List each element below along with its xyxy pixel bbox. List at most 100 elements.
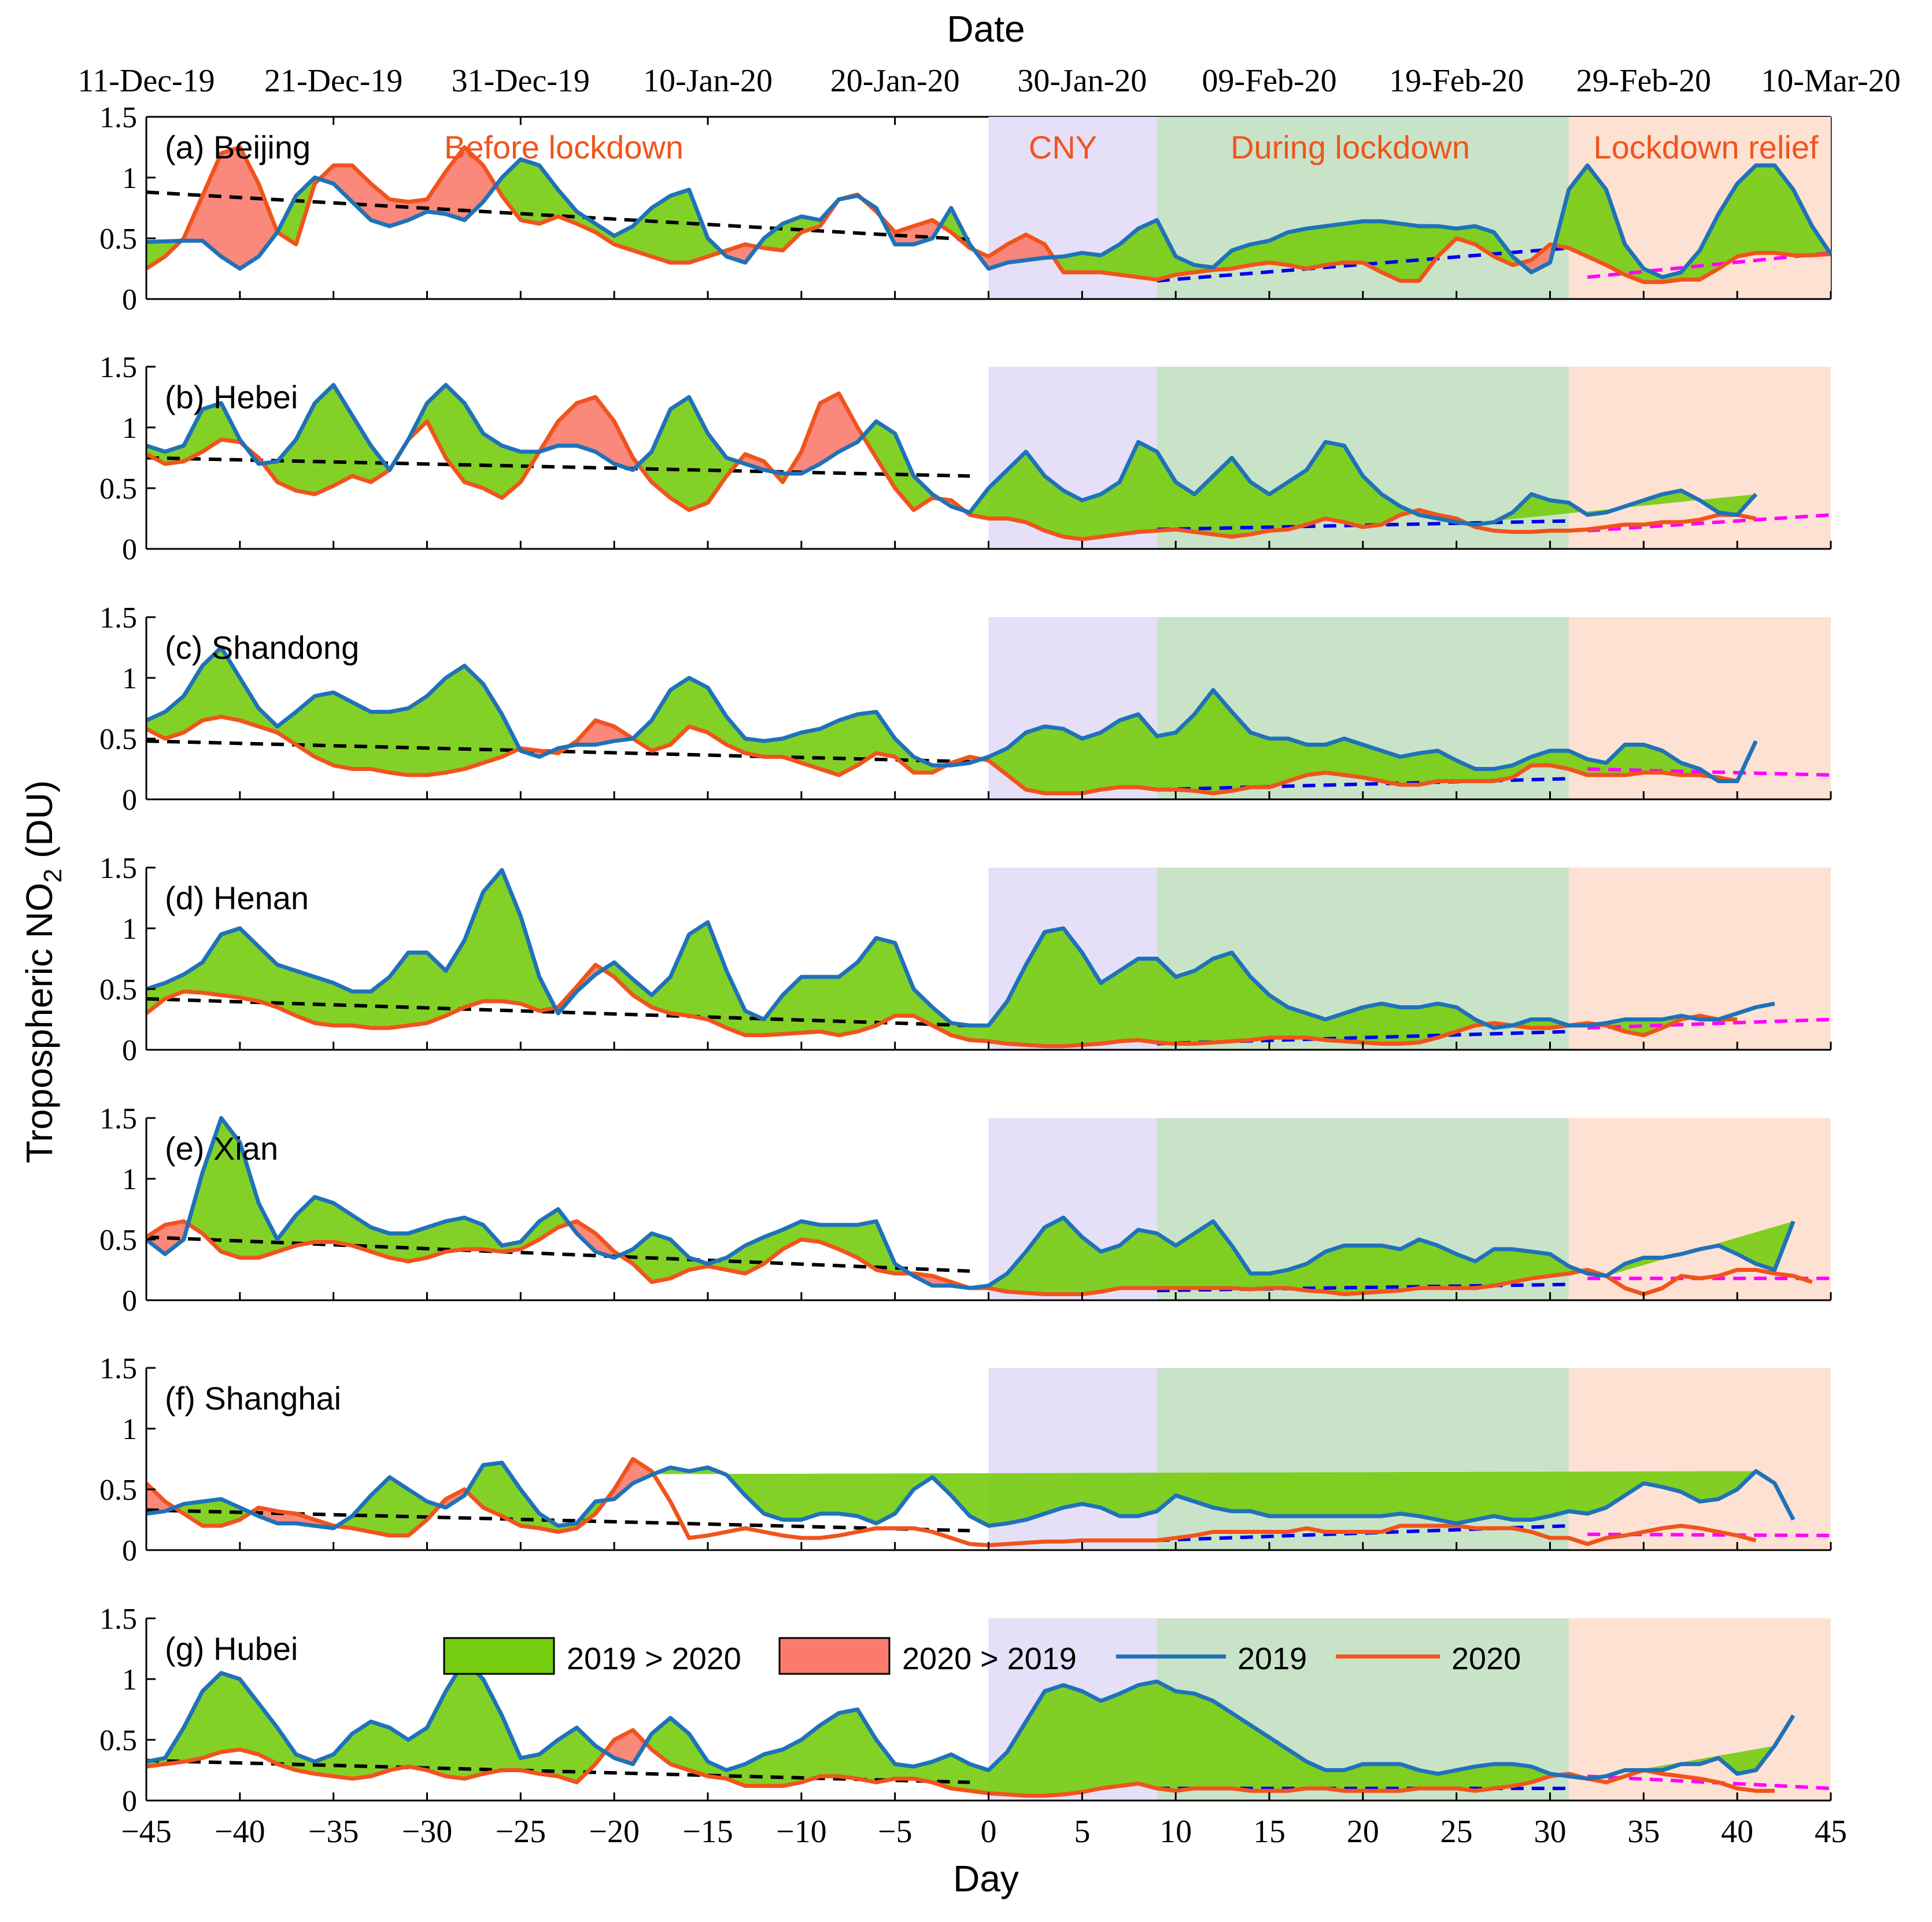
fill-2020-gt-2019	[974, 234, 1054, 269]
fill-2019-gt-2020	[146, 1661, 605, 1783]
y-axis-label-main: Tropospheric NO	[19, 883, 60, 1163]
period-label: During lockdown	[1231, 129, 1470, 165]
fill-2020-gt-2019	[605, 1730, 646, 1764]
y-axis-label-unit: (DU)	[19, 780, 60, 869]
trend-line-before	[146, 739, 970, 763]
trend-line-before	[146, 456, 970, 478]
panel-label: (b) Hebei	[165, 379, 298, 415]
panel: 0 0.5 1 1.5 (f) Shanghai	[99, 1352, 1832, 1567]
period-label: CNY	[1029, 129, 1097, 165]
fill-2019-gt-2020	[146, 403, 246, 464]
date-tick-label: 31-Dec-19	[452, 63, 590, 99]
trend-line-during	[1157, 246, 1569, 283]
x-tick-label: 5	[1074, 1814, 1090, 1850]
legend-swatch-2020-gt-2019	[778, 1637, 891, 1675]
fill-2019-gt-2020	[496, 159, 722, 263]
x-tick-label: −10	[776, 1814, 827, 1850]
fill-2020-gt-2019	[605, 1459, 653, 1500]
date-tick-label: 10-Jan-20	[643, 63, 773, 99]
x-tick-label: −35	[308, 1814, 359, 1850]
y-axis-label: Tropospheric NO2 (DU)	[19, 780, 67, 1163]
x-tick-label: 25	[1440, 1814, 1473, 1850]
panel-label: (a) Beijing	[165, 129, 311, 165]
period-label: Before lockdown	[444, 129, 684, 165]
date-tick-label: 11-Dec-19	[77, 63, 215, 99]
fill-2020-gt-2019	[788, 393, 863, 474]
x-tick-label: −30	[402, 1814, 453, 1850]
x-tick-label: 40	[1721, 1814, 1753, 1850]
y-tick-label: 0	[122, 1785, 137, 1818]
fill-2020-gt-2019	[738, 454, 774, 472]
fill-2019-gt-2020	[146, 870, 556, 1028]
y-tick-label: 1.5	[99, 852, 137, 885]
fill-2019-gt-2020	[337, 1477, 440, 1536]
fill-2019-gt-2020	[863, 421, 940, 510]
x-tick-label: −45	[121, 1814, 172, 1850]
x-tick-label: 30	[1534, 1814, 1567, 1850]
panel: 0 0.5 1 1.5 (d) Henan	[99, 852, 1832, 1067]
trend-line-during	[1157, 519, 1569, 532]
y-tick-label: 0	[122, 784, 137, 817]
panel-label: (d) Henan	[165, 880, 309, 916]
fill-2019-gt-2020	[603, 922, 1486, 1046]
series-line-2019	[145, 1116, 1796, 1290]
series-line-2019	[145, 645, 1758, 783]
legend-label-2019-gt-2020: 2019 > 2020	[567, 1641, 741, 1676]
x-axis-label: Day	[953, 1858, 1019, 1899]
panel: 0 0.5 1 1.5 (b) Hebei	[99, 351, 1832, 566]
y-tick-label: 0	[122, 1534, 137, 1567]
x-tick-label: −40	[215, 1814, 265, 1850]
panel: 0 0.5 1 1.5 (c) Shandong	[99, 602, 1832, 817]
date-tick-label: 09-Feb-20	[1202, 63, 1336, 99]
series-line-2020	[146, 1728, 1775, 1798]
date-tick-label: 20-Jan-20	[830, 63, 960, 99]
y-tick-label: 1	[122, 662, 137, 695]
x-tick-label: −20	[589, 1814, 640, 1850]
y-tick-label: 1	[122, 162, 137, 195]
fill-2020-gt-2019	[1520, 244, 1555, 272]
fill-2019-gt-2020	[633, 678, 947, 775]
period-band	[1568, 1618, 1831, 1801]
y-tick-label: 1.5	[99, 1102, 137, 1135]
y-tick-label: 1	[122, 412, 137, 445]
panel-label: (f) Shanghai	[165, 1380, 341, 1416]
y-tick-label: 1	[122, 1413, 137, 1446]
y-tick-label: 0	[122, 283, 137, 316]
legend-label-2020: 2020	[1451, 1641, 1521, 1676]
x-tick-label: −5	[878, 1814, 913, 1850]
fill-2019-gt-2020	[277, 178, 320, 245]
fill-2019-gt-2020	[645, 1681, 1560, 1796]
panel-label: (c) Shandong	[165, 629, 359, 666]
fill-2019-gt-2020	[981, 690, 1712, 794]
trend-line-before	[146, 997, 970, 1027]
x-tick-label: 15	[1253, 1814, 1285, 1850]
fill-2019-gt-2020	[970, 1218, 1582, 1294]
period-band	[1568, 1368, 1831, 1550]
x-tick-label: 20	[1347, 1814, 1379, 1850]
x-tick-label: 45	[1815, 1814, 1847, 1850]
y-tick-label: 0.5	[99, 1724, 137, 1757]
fill-2019-gt-2020	[1053, 220, 1521, 281]
panel: 0 0.5 1 1.5 (g) Hubei −45 −40 −35 −30 −25 −20 −15 −1…	[99, 1603, 1847, 1850]
trend-line-before	[146, 1235, 970, 1273]
chart-title: Date	[947, 8, 1025, 50]
period-band	[1157, 1368, 1569, 1550]
y-tick-label: 1	[122, 1163, 137, 1196]
series-line-2020	[145, 1457, 1757, 1548]
x-tick-label: 10	[1159, 1814, 1192, 1850]
date-tick-label: 30-Jan-20	[1017, 63, 1147, 99]
date-tick-label: 29-Feb-20	[1576, 63, 1711, 99]
fill-2020-gt-2019	[539, 397, 638, 470]
y-tick-label: 0	[122, 1285, 137, 1318]
panel-label: (e) Xian	[165, 1130, 278, 1167]
date-tick-label: 10-Mar-20	[1761, 63, 1900, 99]
series-line-2020	[145, 145, 1831, 285]
y-tick-label: 1.5	[99, 101, 137, 134]
y-tick-label: 0.5	[99, 473, 137, 506]
y-tick-label: 1.5	[99, 1603, 137, 1636]
panel-label: (g) Hubei	[165, 1630, 298, 1667]
y-axis-label-subscript: 2	[39, 869, 67, 883]
series-line-2019	[145, 383, 1758, 527]
y-tick-label: 0.5	[99, 223, 137, 256]
